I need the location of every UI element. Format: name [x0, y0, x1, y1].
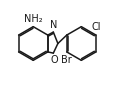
Text: N: N — [50, 20, 57, 30]
Text: NH₂: NH₂ — [24, 14, 43, 24]
Text: O: O — [50, 55, 58, 65]
Text: Br: Br — [61, 55, 72, 65]
Text: Cl: Cl — [92, 22, 101, 32]
